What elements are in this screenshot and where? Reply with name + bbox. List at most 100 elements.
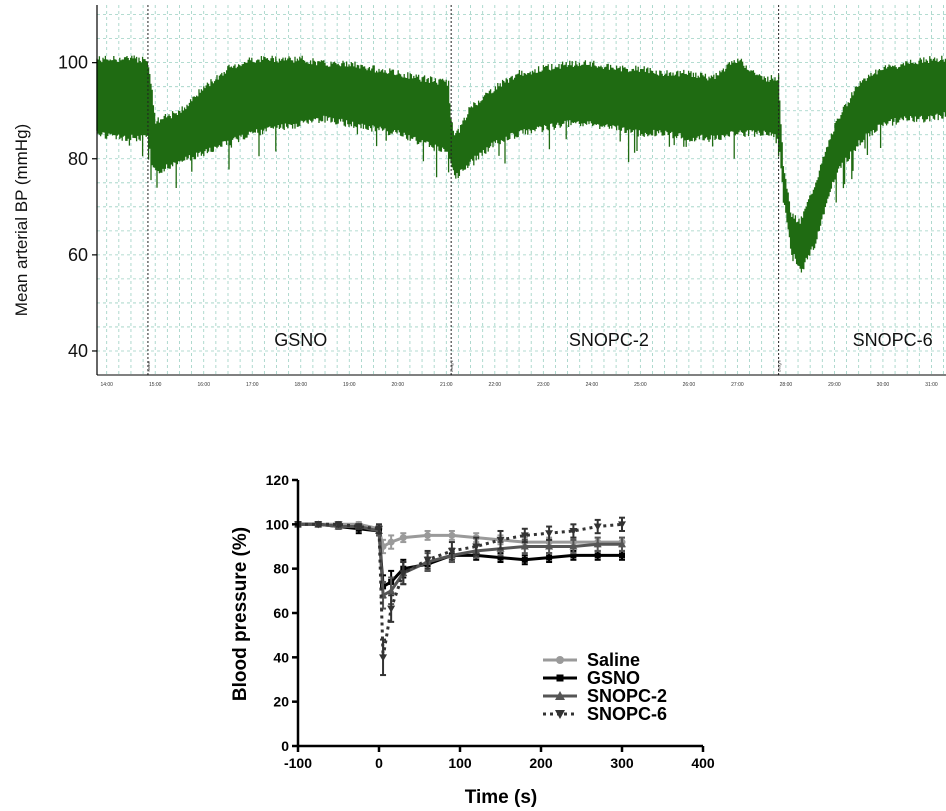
trace-x-ticks: 14:00 15:00 16:00 17:00 18:00 19:00 20:00 21:00…: [100, 382, 937, 388]
bp-data-point: [593, 523, 602, 531]
bp-y-axis-label: Blood pressure (%): [230, 527, 251, 701]
bp-data-point: [314, 521, 323, 529]
bp-legend-item: SNOPC-2: [543, 686, 667, 706]
bp-y-ticks: 0 20 40 60 80 100 120: [266, 472, 298, 754]
trace-markers: Saline Drug 2 Drug 6: [146, 5, 782, 375]
bp-y-tick-label: 0: [281, 738, 289, 754]
trace-x-tick-label: 16:00: [197, 382, 210, 388]
bp-data-point: [399, 570, 408, 578]
bp-data-point: [399, 534, 407, 542]
trace-x-tick-label: 15:00: [149, 382, 162, 388]
trace-y-tick-label: 80: [68, 149, 88, 169]
bp-x-axis-label: Time (s): [465, 787, 538, 808]
bp-data-point: [618, 540, 626, 548]
bp-y-tick-label: 100: [266, 516, 290, 532]
bp-data-point: [570, 552, 577, 559]
trace-region-label: SNOPC-2: [569, 330, 649, 350]
trace-x-tick-label: 19:00: [343, 382, 356, 388]
bp-data-point: [521, 556, 528, 563]
bp-series-snopc-6: [294, 516, 626, 677]
bp-data-point: [448, 531, 456, 539]
bp-data-point: [497, 554, 504, 561]
trace-y-tick-label: 100: [58, 53, 88, 73]
bp-legend-label: Saline: [587, 650, 640, 670]
bp-y-tick-label: 60: [273, 605, 289, 621]
bp-series-gsno: [295, 521, 625, 599]
trace-x-tick-label: 30:00: [877, 382, 890, 388]
bp-data-point: [569, 527, 578, 535]
bp-data-point: [520, 542, 529, 550]
trace-x-tick-label: 14:00: [100, 382, 113, 388]
trace-x-tick-label: 26:00: [683, 382, 696, 388]
trace-x-tick-label: 25:00: [634, 382, 647, 388]
bp-legend-marker: [556, 674, 564, 682]
bp-data-point: [619, 552, 625, 559]
trace-y-tick-label: 60: [68, 245, 88, 265]
bp-legend-label: GSNO: [587, 668, 640, 688]
bp-data-point: [618, 521, 626, 529]
bp-data-point: [594, 552, 601, 559]
bp-data-point: [379, 654, 388, 662]
bp-data-point: [545, 542, 554, 550]
trace-x-tick-label: 24:00: [586, 382, 599, 388]
bp-legend-marker: [555, 691, 565, 700]
trace-axes: [96, 5, 946, 376]
trace-x-tick-label: 18:00: [295, 382, 308, 388]
trace-y-tick-label: 40: [68, 341, 88, 361]
trace-x-tick-label: 20:00: [392, 382, 405, 388]
bp-legend-label: SNOPC-2: [587, 686, 667, 706]
trace-x-tick-label: 31:00: [925, 382, 938, 388]
trace-region-labels: GSNO SNOPC-2 SNOPC-6: [274, 330, 932, 350]
bp-legend-item: Saline: [543, 650, 640, 670]
trace-marker-label: Drug 6: [777, 359, 782, 372]
bp-legend-label: SNOPC-6: [587, 704, 667, 724]
bp-data-point: [387, 586, 396, 594]
bp-series-group: [294, 516, 626, 677]
bp-x-tick-label: 100: [448, 755, 472, 771]
bp-data-point: [354, 523, 363, 531]
bp-data-point: [496, 536, 505, 544]
bp-legend-marker: [556, 656, 564, 664]
bp-legend-item: SNOPC-6: [543, 704, 667, 724]
bp-data-point: [472, 543, 481, 551]
bp-data-point: [375, 525, 383, 533]
bp-x-tick-label: 300: [610, 755, 634, 771]
bp-x-tick-label: 400: [691, 755, 715, 771]
bp-data-point: [387, 605, 396, 613]
bp-data-point: [334, 521, 343, 529]
bp-y-tick-label: 120: [266, 472, 290, 488]
bp-x-tick-label: 0: [375, 755, 383, 771]
bp-y-tick-label: 40: [273, 649, 289, 665]
bp-legend-marker: [555, 710, 565, 719]
bp-legend-item: GSNO: [543, 668, 640, 688]
bp-x-tick-label: -100: [284, 755, 312, 771]
trace-region-label: SNOPC-6: [853, 330, 933, 350]
bp-data-point: [520, 532, 529, 540]
trace-region-label: GSNO: [274, 330, 327, 350]
bp-data-point: [569, 542, 578, 550]
bp-x-tick-label: 200: [529, 755, 553, 771]
trace-x-tick-label: 21:00: [440, 382, 453, 388]
bp-data-point: [447, 547, 456, 555]
bp-x-ticks: -100 0 100 200 300 400: [284, 746, 715, 771]
trace-x-tick-label: 22:00: [489, 382, 502, 388]
bp-data-point: [593, 540, 602, 548]
trace-marker-label: Drug 2: [449, 359, 454, 372]
trace-x-tick-label: 17:00: [246, 382, 259, 388]
bp-data-point: [546, 554, 553, 561]
trace-y-axis-label: Mean arterial BP (mmHg): [12, 124, 31, 316]
bp-data-point: [424, 531, 432, 539]
trace-x-tick-label: 27:00: [731, 382, 744, 388]
trace-marker-label: Saline: [146, 360, 151, 372]
bp-y-tick-label: 20: [273, 694, 289, 710]
bp-data-point: [545, 530, 554, 538]
bp-y-tick-label: 80: [273, 561, 289, 577]
trace-x-tick-label: 28:00: [780, 382, 793, 388]
bp-data-point: [423, 556, 432, 564]
trace-y-ticks: 40 60 80 100: [58, 53, 97, 361]
bp-series-snopc-2: [294, 520, 626, 610]
trace-x-tick-label: 23:00: [537, 382, 550, 388]
